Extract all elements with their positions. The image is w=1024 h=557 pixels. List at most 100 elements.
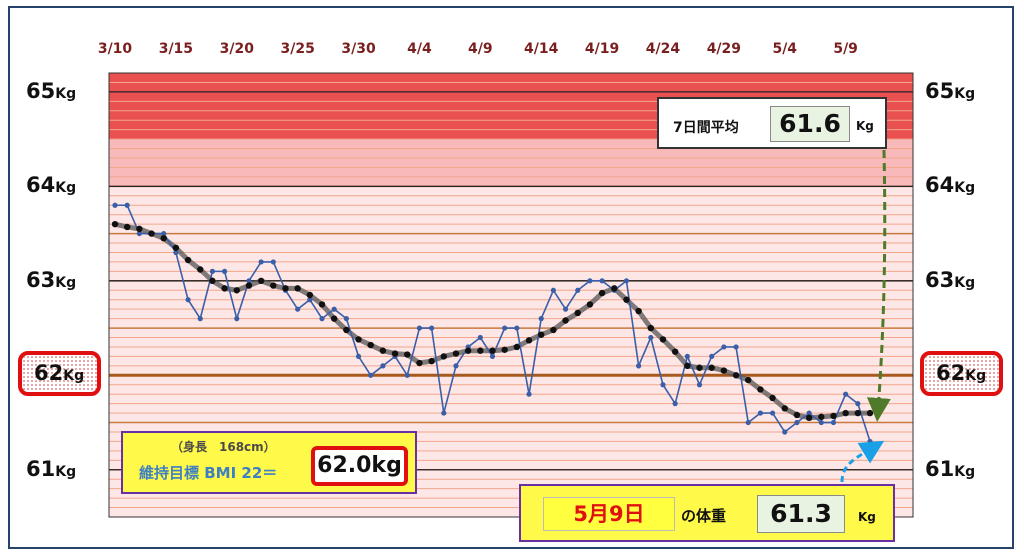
- today-weight-box: 5月9日 の体重 61.3 Kg: [519, 484, 895, 542]
- daily-weight-point: [745, 419, 751, 426]
- daily-weight-point: [246, 278, 252, 284]
- y-tick-unit: Kg: [55, 85, 77, 102]
- y-tick-label-right: 65Kg: [925, 80, 975, 102]
- y-tick-label-left: 64Kg: [26, 175, 76, 196]
- y-tick-number: 62: [936, 360, 966, 385]
- bmi-height: （身長 168cm）: [171, 440, 276, 454]
- daily-weight-point: [575, 287, 581, 293]
- y-tick-number: 64: [925, 173, 955, 198]
- y-tick-number: 62: [34, 360, 64, 385]
- daily-weight-point: [355, 353, 362, 360]
- daily-weight-point: [867, 438, 873, 445]
- x-tick-label: 3/10: [98, 41, 133, 57]
- daily-weight-point: [295, 306, 301, 312]
- average-point: [123, 223, 131, 231]
- daily-weight-point: [806, 410, 812, 416]
- average-point: [245, 282, 253, 289]
- average-point: [757, 386, 764, 393]
- average-point: [148, 230, 155, 237]
- avg-arrow: [866, 149, 891, 422]
- average-point: [611, 285, 618, 292]
- daily-weight-point: [258, 259, 264, 265]
- x-tick-label: 5/4: [772, 41, 797, 57]
- daily-weight-point: [623, 278, 630, 284]
- daily-weight-point: [562, 306, 569, 312]
- average-point: [306, 291, 314, 299]
- y-tick-number: 63: [26, 267, 56, 292]
- today-date: 5月9日: [543, 497, 675, 531]
- today-unit: Kg: [858, 510, 876, 524]
- average-point: [404, 351, 411, 358]
- average-point: [501, 346, 508, 353]
- daily-weight-point: [429, 325, 435, 331]
- daily-weight-point: [855, 401, 861, 407]
- avg-value: 61.6: [770, 106, 850, 142]
- daily-weight-point: [672, 401, 678, 407]
- average-point: [428, 357, 435, 365]
- average-point: [416, 359, 423, 367]
- bmi-target-box: （身長 168cm） 維持目標 BMI 22＝ 62.0kg: [121, 431, 417, 494]
- y-tick-number: 61: [925, 456, 955, 481]
- average-point: [854, 409, 862, 417]
- average-point: [538, 331, 545, 338]
- average-point: [209, 277, 216, 285]
- daily-weight-point: [380, 363, 386, 369]
- bmi-target-value: 62.0kg: [311, 446, 408, 486]
- bmi-target-label: 維持目標 BMI 22＝: [139, 464, 278, 482]
- y-tick-unit: Kg: [954, 180, 976, 197]
- x-tick-label: 4/19: [585, 41, 619, 57]
- average-point: [391, 350, 399, 357]
- average-point: [172, 244, 180, 251]
- daily-weight-point: [733, 344, 739, 350]
- y-tick-label-left: 61Kg: [26, 456, 76, 481]
- x-tick-label: 3/30: [341, 41, 376, 57]
- average-point: [477, 347, 484, 354]
- daily-weight-point: [221, 268, 228, 274]
- daily-weight-point: [234, 316, 240, 322]
- y-tick-unit: Kg: [965, 367, 987, 384]
- average-point: [830, 412, 837, 420]
- daily-weight-point: [818, 419, 824, 426]
- average-point: [696, 364, 703, 371]
- avg-label: 7日間平均: [673, 120, 739, 136]
- average-point: [769, 394, 776, 402]
- average-point: [866, 409, 874, 417]
- average-point: [598, 289, 606, 297]
- daily-weight-point: [757, 410, 764, 416]
- average-point: [732, 372, 740, 379]
- series-group: [111, 202, 874, 445]
- today-arrow: [840, 440, 885, 483]
- daily-weight-point: [453, 363, 459, 369]
- average-point: [355, 336, 362, 343]
- average-point: [562, 317, 569, 324]
- daily-weight-point: [416, 325, 423, 331]
- daily-weight-point: [441, 410, 447, 416]
- daily-weight-point: [526, 391, 532, 397]
- daily-weight-point: [161, 230, 167, 237]
- average-point: [586, 301, 594, 308]
- daily-weight-point: [782, 429, 788, 435]
- daily-weight-point: [794, 419, 800, 426]
- x-tick-label: 4/14: [524, 41, 559, 57]
- average-point: [805, 414, 813, 422]
- y-tick-unit: Kg: [55, 274, 77, 291]
- daily-weight-point: [684, 353, 690, 360]
- average-point: [197, 266, 204, 273]
- average-point: [111, 220, 119, 228]
- avg-unit: Kg: [856, 119, 874, 133]
- x-tick-label: 3/15: [159, 41, 193, 57]
- daily-weight-point: [331, 306, 337, 312]
- daily-weight-point: [124, 202, 130, 208]
- daily-weight-point: [696, 382, 703, 388]
- average-point: [440, 353, 447, 360]
- y-tick-number: 64: [26, 173, 56, 198]
- average-point: [270, 282, 277, 289]
- daily-weight-point: [514, 325, 520, 331]
- daily-weight-point: [502, 325, 508, 331]
- x-tick-label: 4/9: [468, 41, 493, 57]
- y-tick-number: 61: [26, 456, 56, 481]
- y-tick-unit: Kg: [954, 274, 976, 291]
- daily-weight-point: [636, 363, 642, 369]
- average-point: [513, 343, 521, 351]
- y-tick-label-left: 65Kg: [26, 80, 77, 102]
